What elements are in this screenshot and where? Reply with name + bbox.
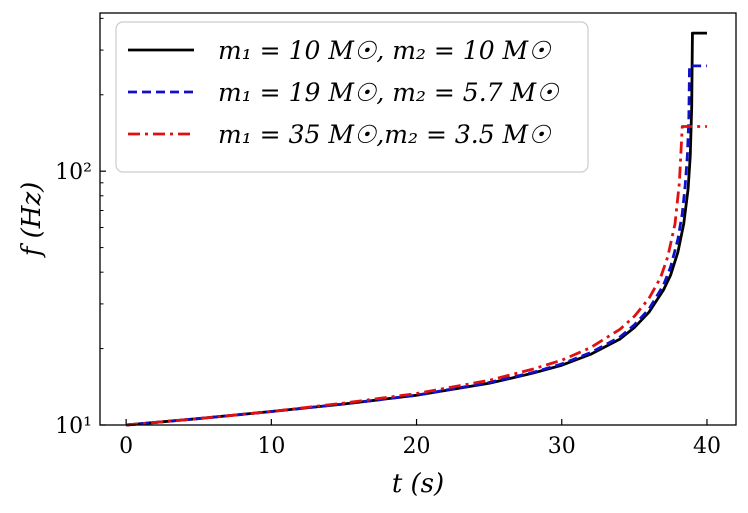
legend-label-3: m₁ = 35 M☉,m₂ = 3.5 M☉ bbox=[218, 120, 552, 149]
plot-frame bbox=[99, 12, 737, 426]
x-axis-label: t (s) bbox=[392, 469, 444, 499]
x-tick-label: 20 bbox=[403, 434, 431, 459]
y-axis-label: f (Hz) bbox=[17, 182, 47, 259]
legend-box bbox=[115, 21, 589, 173]
y-tick-label: 10¹ bbox=[55, 414, 92, 439]
x-tick-label: 30 bbox=[548, 434, 576, 459]
axis-ticks: 0 10 20 30 40 10¹ 10² bbox=[55, 17, 721, 459]
legend-label-2: m₁ = 19 M☉, m₂ = 5.7 M☉ bbox=[218, 78, 560, 107]
x-tick-label: 0 bbox=[119, 434, 133, 459]
legend: m₁ = 10 M☉, m₂ = 10 M☉ m₁ = 19 M☉, m₂ = 5… bbox=[115, 21, 589, 173]
x-tick-label: 40 bbox=[693, 434, 721, 459]
series-line-3 bbox=[126, 125, 707, 427]
legend-label-1: m₁ = 10 M☉, m₂ = 10 M☉ bbox=[218, 36, 552, 65]
y-tick-label: 10² bbox=[55, 160, 92, 185]
x-tick-label: 10 bbox=[257, 434, 285, 459]
plot-lines bbox=[126, 31, 707, 427]
